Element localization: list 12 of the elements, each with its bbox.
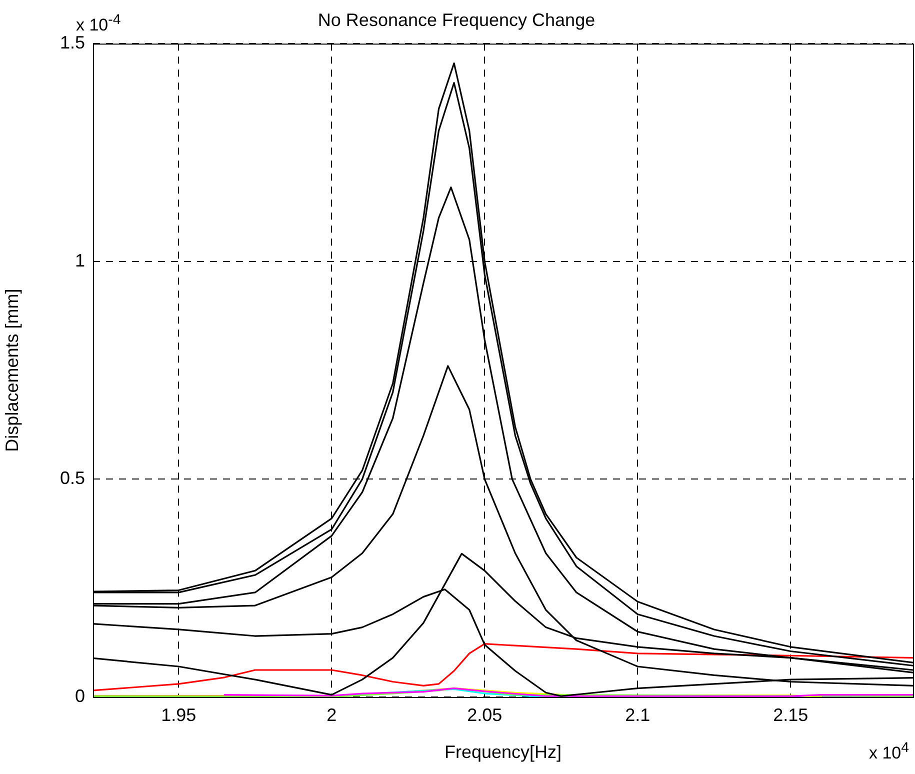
y-tick-label: 0	[74, 686, 85, 706]
x-axis-title: Frequency[Hz]	[444, 742, 562, 762]
text: x 10$^{4}$	[868, 740, 909, 764]
x-tick-label: 2.05	[467, 704, 502, 725]
x-tick-label: 2.1	[625, 704, 650, 725]
x-tick-label: 2.15	[773, 704, 808, 725]
x-tick-label: 2	[326, 704, 337, 725]
y-tick-label: 1	[74, 250, 85, 270]
y-axis-title: Displacements [mm]	[2, 288, 22, 452]
y-tick-label: 0.5	[60, 468, 85, 488]
x-tick-label: 1.95	[161, 704, 196, 725]
chart-title: No Resonance Frequency Change	[318, 10, 596, 30]
